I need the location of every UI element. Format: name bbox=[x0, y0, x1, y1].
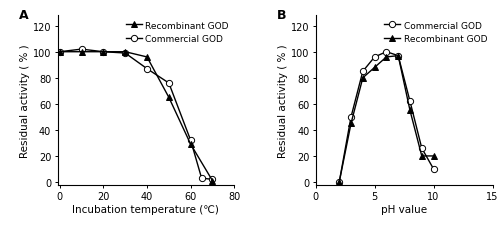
Commercial GOD bbox=[372, 56, 378, 59]
Recombinant GOD bbox=[56, 51, 62, 54]
Commercial GOD bbox=[122, 52, 128, 55]
Recombinant GOD bbox=[122, 51, 128, 54]
Line: Commercial GOD: Commercial GOD bbox=[56, 47, 216, 183]
Text: B: B bbox=[277, 9, 286, 22]
Recombinant GOD bbox=[166, 97, 172, 99]
Commercial GOD bbox=[144, 68, 150, 71]
Legend: Commercial GOD, Recombinant GOD: Commercial GOD, Recombinant GOD bbox=[383, 21, 488, 45]
Recombinant GOD bbox=[372, 67, 378, 70]
Commercial GOD bbox=[395, 55, 401, 58]
Commercial GOD bbox=[336, 181, 342, 184]
Recombinant GOD bbox=[336, 181, 342, 184]
Recombinant GOD bbox=[78, 51, 84, 54]
Line: Recombinant GOD: Recombinant GOD bbox=[56, 49, 216, 184]
Commercial GOD bbox=[56, 51, 62, 54]
Commercial GOD bbox=[100, 51, 106, 54]
Y-axis label: Residual activity ( % ): Residual activity ( % ) bbox=[278, 44, 288, 157]
Recombinant GOD bbox=[360, 77, 366, 80]
Recombinant GOD bbox=[407, 109, 413, 112]
Commercial GOD bbox=[198, 177, 204, 180]
Text: A: A bbox=[18, 9, 28, 22]
Recombinant GOD bbox=[384, 56, 390, 59]
X-axis label: Incubation temperature (℃): Incubation temperature (℃) bbox=[72, 204, 220, 214]
Recombinant GOD bbox=[188, 143, 194, 146]
Recombinant GOD bbox=[100, 51, 106, 54]
Commercial GOD bbox=[188, 139, 194, 142]
Recombinant GOD bbox=[210, 179, 216, 182]
Line: Commercial GOD: Commercial GOD bbox=[336, 49, 436, 185]
Y-axis label: Residual activity ( % ): Residual activity ( % ) bbox=[20, 44, 30, 157]
X-axis label: pH value: pH value bbox=[381, 204, 427, 214]
Commercial GOD bbox=[419, 147, 425, 150]
Commercial GOD bbox=[407, 100, 413, 103]
Line: Recombinant GOD: Recombinant GOD bbox=[336, 53, 436, 185]
Commercial GOD bbox=[78, 49, 84, 51]
Recombinant GOD bbox=[144, 56, 150, 59]
Recombinant GOD bbox=[395, 55, 401, 58]
Commercial GOD bbox=[166, 82, 172, 85]
Commercial GOD bbox=[210, 178, 216, 181]
Commercial GOD bbox=[430, 168, 436, 171]
Recombinant GOD bbox=[348, 122, 354, 125]
Recombinant GOD bbox=[430, 155, 436, 158]
Legend: Recombinant GOD, Commercial GOD: Recombinant GOD, Commercial GOD bbox=[124, 21, 230, 45]
Commercial GOD bbox=[348, 116, 354, 119]
Recombinant GOD bbox=[419, 155, 425, 158]
Commercial GOD bbox=[384, 51, 390, 54]
Commercial GOD bbox=[360, 70, 366, 73]
